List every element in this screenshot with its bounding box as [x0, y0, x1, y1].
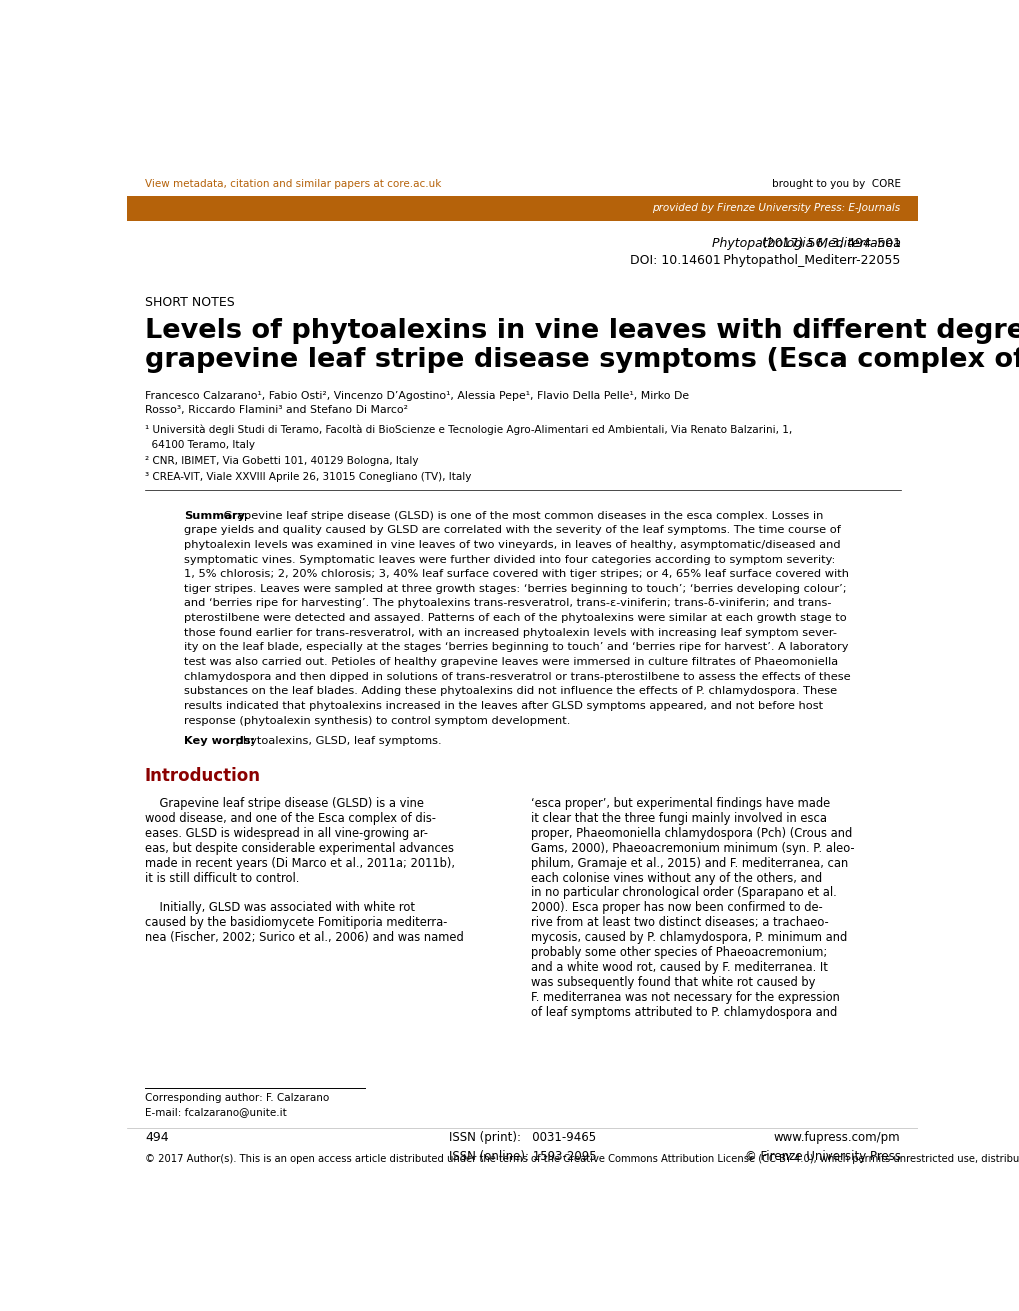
Text: provided by Firenze University Press: E-Journals: provided by Firenze University Press: E-…	[652, 203, 900, 214]
Text: and a white wood rot, caused by F. mediterranea. It: and a white wood rot, caused by F. medit…	[530, 961, 826, 974]
Text: it is still difficult to control.: it is still difficult to control.	[145, 872, 299, 885]
Text: probably some other species of Phaeoacremonium;: probably some other species of Phaeoacre…	[530, 947, 826, 960]
Text: Grapevine leaf stripe disease (GLSD) is one of the most common diseases in the e: Grapevine leaf stripe disease (GLSD) is …	[220, 510, 823, 520]
Text: it clear that the three fungi mainly involved in esca: it clear that the three fungi mainly inv…	[530, 812, 825, 825]
Text: eas, but despite considerable experimental advances: eas, but despite considerable experiment…	[145, 842, 453, 855]
Text: tiger stripes. Leaves were sampled at three growth stages: ‘berries beginning to: tiger stripes. Leaves were sampled at th…	[184, 583, 846, 594]
Text: 64100 Teramo, Italy: 64100 Teramo, Italy	[145, 440, 255, 451]
Text: of leaf symptoms attributed to P. chlamydospora and: of leaf symptoms attributed to P. chlamy…	[530, 1006, 836, 1019]
FancyBboxPatch shape	[127, 195, 917, 222]
Text: © 2017 Author(s). This is an open access article distributed under the terms of : © 2017 Author(s). This is an open access…	[145, 1154, 1019, 1164]
Text: Gams, 2000), Phaeoacremonium minimum (syn. P. aleo-: Gams, 2000), Phaeoacremonium minimum (sy…	[530, 842, 854, 855]
Text: made in recent years (Di Marco et al., 2011a; 2011b),: made in recent years (Di Marco et al., 2…	[145, 856, 454, 869]
Text: 1, 5% chlorosis; 2, 20% chlorosis; 3, 40% leaf surface covered with tiger stripe: 1, 5% chlorosis; 2, 20% chlorosis; 3, 40…	[184, 569, 849, 579]
Text: ISSN (print):   0031-9465
ISSN (online): 1593-2095: ISSN (print): 0031-9465 ISSN (online): 1…	[448, 1131, 596, 1163]
Text: F. mediterranea was not necessary for the expression: F. mediterranea was not necessary for th…	[530, 991, 839, 1004]
Text: mycosis, caused by P. chlamydospora, P. minimum and: mycosis, caused by P. chlamydospora, P. …	[530, 931, 846, 944]
Text: SHORT NOTES: SHORT NOTES	[145, 295, 234, 308]
Text: was subsequently found that white rot caused by: was subsequently found that white rot ca…	[530, 977, 814, 988]
Text: and ‘berries ripe for harvesting’. The phytoalexins trans-resveratrol, trans-ε-v: and ‘berries ripe for harvesting’. The p…	[184, 598, 832, 608]
Text: eases. GLSD is widespread in all vine-growing ar-: eases. GLSD is widespread in all vine-gr…	[145, 827, 428, 840]
Text: Summary.: Summary.	[184, 510, 249, 520]
Text: phytoalexin levels was examined in vine leaves of two vineyards, in leaves of he: phytoalexin levels was examined in vine …	[184, 540, 841, 549]
Text: pterostilbene were detected and assayed. Patterns of each of the phytoalexins we: pterostilbene were detected and assayed.…	[184, 614, 847, 623]
Text: Rosso³, Riccardo Flamini³ and Stefano Di Marco²: Rosso³, Riccardo Flamini³ and Stefano Di…	[145, 405, 408, 414]
Text: symptomatic vines. Symptomatic leaves were further divided into four categories : symptomatic vines. Symptomatic leaves we…	[184, 555, 835, 565]
Text: rive from at least two distinct diseases; a trachaeo-: rive from at least two distinct diseases…	[530, 916, 827, 929]
Text: ‘esca proper’, but experimental findings have made: ‘esca proper’, but experimental findings…	[530, 797, 829, 810]
Text: philum, Gramaje et al., 2015) and F. mediterranea, can: philum, Gramaje et al., 2015) and F. med…	[530, 856, 847, 869]
Text: Francesco Calzarano¹, Fabio Osti², Vincenzo D’Agostino¹, Alessia Pepe¹, Flavio D: Francesco Calzarano¹, Fabio Osti², Vince…	[145, 391, 689, 400]
Text: grapevine leaf stripe disease symptoms (Esca complex of diseases): grapevine leaf stripe disease symptoms (…	[145, 347, 1019, 374]
Text: substances on the leaf blades. Adding these phytoalexins did not influence the e: substances on the leaf blades. Adding th…	[184, 686, 837, 696]
Text: chlamydospora and then dipped in solutions of trans-resveratrol or trans-pterost: chlamydospora and then dipped in solutio…	[184, 671, 850, 682]
Text: phytoalexins, GLSD, leaf symptoms.: phytoalexins, GLSD, leaf symptoms.	[231, 737, 441, 746]
Text: wood disease, and one of the Esca complex of dis-: wood disease, and one of the Esca comple…	[145, 812, 435, 825]
Text: Corresponding author: F. Calzarano: Corresponding author: F. Calzarano	[145, 1093, 329, 1103]
Text: www.fupress.com/pm
© Firenze University Press: www.fupress.com/pm © Firenze University …	[744, 1131, 900, 1163]
Text: (2017) 56, 3, 494–501: (2017) 56, 3, 494–501	[637, 237, 900, 250]
Text: Key words:: Key words:	[184, 737, 256, 746]
Text: ² CNR, IBIMET, Via Gobetti 101, 40129 Bologna, Italy: ² CNR, IBIMET, Via Gobetti 101, 40129 Bo…	[145, 456, 418, 467]
Text: 2000). Esca proper has now been confirmed to de-: 2000). Esca proper has now been confirme…	[530, 902, 821, 914]
Text: brought to you by  CORE: brought to you by CORE	[770, 180, 900, 189]
Text: ¹ Università degli Studi di Teramo, Facoltà di BioScienze e Tecnologie Agro-Alim: ¹ Università degli Studi di Teramo, Faco…	[145, 425, 792, 435]
Text: DOI: 10.14601 Phytopathol_Mediterr-22055: DOI: 10.14601 Phytopathol_Mediterr-22055	[630, 254, 900, 267]
Text: Introduction: Introduction	[145, 767, 261, 784]
Text: in no particular chronological order (Sparapano et al.: in no particular chronological order (Sp…	[530, 886, 836, 899]
Text: ³ CREA-VIT, Viale XXVIII Aprile 26, 31015 Conegliano (TV), Italy: ³ CREA-VIT, Viale XXVIII Aprile 26, 3101…	[145, 472, 471, 481]
Text: Initially, GLSD was associated with white rot: Initially, GLSD was associated with whit…	[145, 902, 415, 914]
Text: ity on the leaf blade, especially at the stages ‘berries beginning to touch’ and: ity on the leaf blade, especially at the…	[184, 642, 848, 653]
Text: response (phytoalexin synthesis) to control symptom development.: response (phytoalexin synthesis) to cont…	[184, 716, 571, 725]
Text: each colonise vines without any of the others, and: each colonise vines without any of the o…	[530, 872, 821, 885]
Text: results indicated that phytoalexins increased in the leaves after GLSD symptoms : results indicated that phytoalexins incr…	[184, 701, 822, 711]
Text: Phytopathologia Mediterranea: Phytopathologia Mediterranea	[711, 237, 900, 250]
Text: proper, Phaeomoniella chlamydospora (Pch) (Crous and: proper, Phaeomoniella chlamydospora (Pch…	[530, 827, 851, 840]
Text: E-mail: fcalzarano@unite.it: E-mail: fcalzarano@unite.it	[145, 1108, 286, 1117]
Text: those found earlier for trans-resveratrol, with an increased phytoalexin levels : those found earlier for trans-resveratro…	[184, 628, 837, 637]
Text: Levels of phytoalexins in vine leaves with different degrees of: Levels of phytoalexins in vine leaves wi…	[145, 317, 1019, 343]
Text: test was also carried out. Petioles of healthy grapevine leaves were immersed in: test was also carried out. Petioles of h…	[184, 657, 838, 667]
Text: nea (Fischer, 2002; Surico et al., 2006) and was named: nea (Fischer, 2002; Surico et al., 2006)…	[145, 931, 464, 944]
Text: 494: 494	[145, 1131, 168, 1145]
Text: View metadata, citation and similar papers at core.ac.uk: View metadata, citation and similar pape…	[145, 180, 441, 189]
Text: grape yields and quality caused by GLSD are correlated with the severity of the : grape yields and quality caused by GLSD …	[184, 526, 841, 535]
Text: caused by the basidiomycete Fomitiporia mediterra-: caused by the basidiomycete Fomitiporia …	[145, 916, 446, 929]
Text: Grapevine leaf stripe disease (GLSD) is a vine: Grapevine leaf stripe disease (GLSD) is …	[145, 797, 424, 810]
